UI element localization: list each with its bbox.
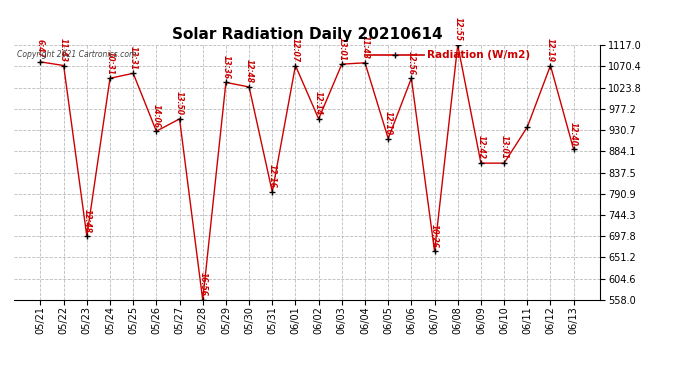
Text: 12:55: 12:55 [453, 17, 462, 41]
Text: 12:42: 12:42 [476, 135, 485, 159]
Text: 13:31: 13:31 [129, 46, 138, 70]
Text: 13:01: 13:01 [500, 135, 509, 159]
Text: 12:56: 12:56 [407, 51, 416, 75]
Text: 12:07: 12:07 [291, 38, 300, 62]
Text: 12:16: 12:16 [268, 164, 277, 188]
Text: 13:01: 13:01 [337, 36, 346, 60]
Text: 12:48: 12:48 [82, 209, 91, 232]
Text: 13:50: 13:50 [175, 91, 184, 115]
Text: 12:40: 12:40 [569, 122, 578, 146]
Text: 11:43: 11:43 [59, 38, 68, 62]
Text: 16:56: 16:56 [198, 272, 207, 296]
Text: 6:47: 6:47 [36, 39, 45, 58]
Title: Solar Radiation Daily 20210614: Solar Radiation Daily 20210614 [172, 27, 442, 42]
Text: 12:14: 12:14 [314, 91, 323, 115]
Text: 14:06: 14:06 [152, 104, 161, 128]
Text: 11:43: 11:43 [360, 35, 370, 59]
Text: Copyright 2021 Cartronics.com: Copyright 2021 Cartronics.com [17, 50, 136, 59]
Text: 12:48: 12:48 [244, 59, 254, 83]
Text: 12:10: 12:10 [384, 111, 393, 135]
Text: 10:26: 10:26 [430, 224, 439, 248]
Text: Radiation (W/m2): Radiation (W/m2) [427, 50, 531, 60]
Text: 13:36: 13:36 [221, 55, 230, 79]
Text: 12:19: 12:19 [546, 38, 555, 62]
Text: 10:31: 10:31 [106, 51, 115, 75]
